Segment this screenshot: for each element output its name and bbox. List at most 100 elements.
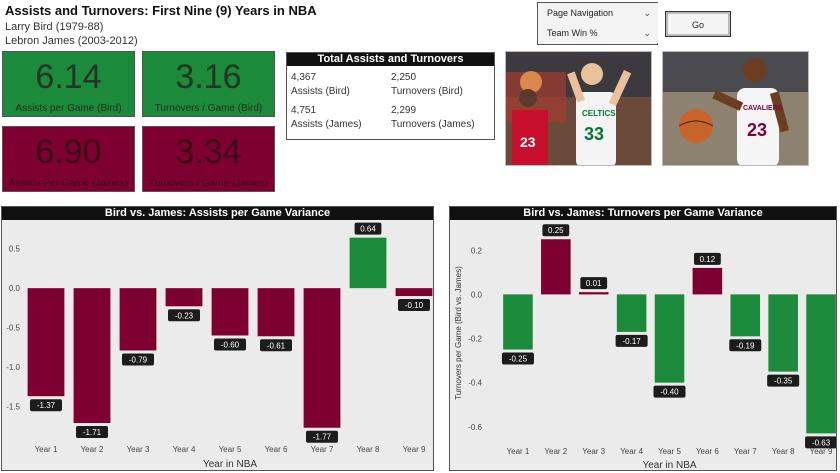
- bar: [211, 288, 249, 336]
- y-tick-label: -1.0: [6, 363, 20, 372]
- data-label-bg: [501, 352, 534, 365]
- bar: [165, 288, 203, 307]
- data-label: -0.17: [622, 337, 641, 346]
- kpi-value: 3.16: [175, 58, 242, 96]
- y-tick-label: 0.0: [471, 290, 483, 299]
- svg-text:23: 23: [520, 134, 536, 150]
- x-tick-label: Year 5: [219, 445, 242, 454]
- y-tick-label: -0.5: [6, 324, 20, 333]
- bar: [654, 294, 685, 383]
- bar: [768, 294, 798, 372]
- james-turnovers-total: 2,299: [391, 105, 417, 116]
- kpi-label: Turnovers / Game (James): [148, 178, 269, 189]
- bird-turnovers-total-label: Turnovers (Bird): [391, 86, 463, 97]
- kpi-card-james-assists: 6.90 Assists Per Game (James): [2, 126, 135, 192]
- x-tick-label: Year 1: [35, 445, 58, 454]
- data-label: -0.19: [736, 341, 755, 350]
- x-tick-label: Year 9: [810, 447, 833, 456]
- x-tick-label: Year 6: [696, 447, 719, 456]
- kpi-card-bird-turnovers: 3.16 Turnovers / Game (Bird): [142, 51, 275, 117]
- bar: [503, 294, 533, 350]
- y-tick-label: -1.5: [6, 402, 20, 411]
- kpi-label: Assists Per Game (James): [9, 178, 128, 189]
- totals-card: Total Assists and Turnovers 4,367 Assist…: [286, 52, 495, 140]
- data-label: -1.71: [83, 428, 102, 437]
- data-label-bg: [354, 222, 382, 235]
- bar: [303, 288, 341, 428]
- selected-page-value: Team Win %: [547, 28, 598, 38]
- totals-title: Total Assists and Turnovers: [287, 53, 494, 66]
- x-tick-label: Year 4: [173, 445, 196, 454]
- x-axis-title: Year in NBA: [203, 459, 257, 470]
- data-label: 0.12: [700, 255, 716, 264]
- data-label: -0.63: [812, 438, 831, 447]
- x-tick-label: Year 1: [507, 447, 530, 456]
- kpi-value: 6.90: [35, 133, 102, 171]
- data-label-bg: [580, 277, 608, 290]
- y-tick-label: 0.5: [9, 245, 21, 254]
- data-label-bg: [122, 353, 154, 366]
- bar: [27, 288, 65, 397]
- data-label: -0.79: [129, 355, 148, 364]
- x-tick-label: Year 7: [734, 447, 757, 456]
- svg-text:23: 23: [747, 120, 767, 140]
- bar: [541, 239, 571, 295]
- y-axis-title: Turnovers per Game (Bird vs. James): [454, 266, 463, 400]
- james-years-label: Lebron James (2003-2012): [5, 35, 138, 47]
- data-label-bg: [398, 299, 430, 312]
- bar: [730, 294, 761, 337]
- data-label-bg: [542, 224, 570, 237]
- kpi-value: 3.34: [175, 133, 242, 171]
- page-navigation-label: Page Navigation: [547, 8, 614, 18]
- james-assists-total-label: Assists (James): [291, 119, 362, 130]
- y-tick-label: -0.6: [468, 423, 482, 432]
- james-turnovers-total-label: Turnovers (James): [391, 119, 475, 130]
- data-label-bg: [30, 399, 62, 412]
- page-select-dropdown[interactable]: Team Win % ⌄: [538, 23, 658, 43]
- x-tick-label: Year 2: [81, 445, 104, 454]
- bar: [119, 288, 157, 351]
- data-label-bg: [653, 385, 686, 398]
- bar: [73, 288, 111, 424]
- data-label: -1.37: [37, 401, 56, 410]
- kpi-label: Assists per Game (Bird): [15, 103, 122, 114]
- bar: [616, 294, 647, 332]
- bird-turnovers-total: 2,250: [391, 72, 417, 83]
- bar: [257, 288, 295, 337]
- y-tick-label: 0.0: [9, 284, 21, 293]
- data-label-bg: [729, 339, 762, 352]
- data-label: -0.60: [221, 340, 240, 349]
- data-label-bg: [767, 374, 800, 387]
- data-label: -1.77: [313, 433, 332, 442]
- page-title: Assists and Turnovers: First Nine (9) Ye…: [5, 3, 317, 18]
- data-label-bg: [306, 430, 338, 443]
- bird-assists-total: 4,367: [291, 72, 317, 83]
- svg-text:CELTICS: CELTICS: [582, 109, 616, 118]
- data-label-bg: [615, 334, 648, 347]
- svg-text:33: 33: [584, 124, 604, 144]
- x-tick-label: Year 5: [658, 447, 681, 456]
- go-button[interactable]: Go: [665, 11, 731, 37]
- data-label: 0.64: [360, 225, 376, 234]
- data-label: -0.61: [267, 341, 286, 350]
- y-tick-label: -0.4: [468, 379, 482, 388]
- x-tick-label: Year 8: [357, 445, 380, 454]
- svg-text:CAVALIERS: CAVALIERS: [743, 105, 783, 112]
- page-navigation-dropdown[interactable]: Page Navigation ⌄: [538, 3, 658, 23]
- data-label-bg: [76, 426, 108, 439]
- x-tick-label: Year 4: [620, 447, 643, 456]
- kpi-card-bird-assists: 6.14 Assists per Game (Bird): [2, 51, 135, 117]
- kpi-value: 6.14: [35, 58, 102, 96]
- y-tick-label: 0.2: [471, 246, 483, 255]
- data-label-bg: [168, 309, 200, 322]
- chevron-down-icon: ⌄: [643, 28, 651, 38]
- bird-photo: 23 CELTICS 33: [505, 51, 652, 166]
- data-label-bg: [214, 338, 246, 351]
- assists-variance-chart: Bird vs. James: Assists per Game Varianc…: [1, 206, 434, 471]
- kpi-card-james-turnovers: 3.34 Turnovers / Game (James): [142, 126, 275, 192]
- x-axis-title: Year in NBA: [642, 460, 696, 471]
- x-tick-label: Year 8: [772, 447, 795, 456]
- data-label: -0.35: [774, 377, 793, 386]
- y-tick-label: -0.2: [468, 335, 482, 344]
- bar: [692, 267, 723, 295]
